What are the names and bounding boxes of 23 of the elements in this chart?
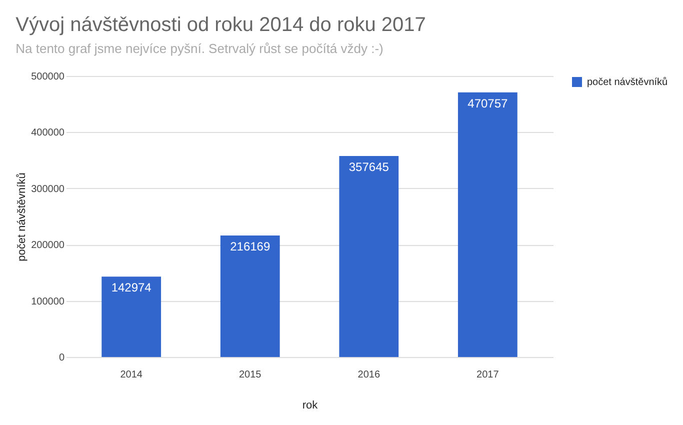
bar <box>339 156 399 357</box>
data-label: 357645 <box>348 160 390 174</box>
y-tick-label: 300000 <box>31 184 65 195</box>
data-label: 470757 <box>468 96 508 110</box>
x-tick-label: 2015 <box>238 370 262 380</box>
x-tick-label: 2016 <box>358 370 380 380</box>
data-label: 216169 <box>230 240 270 254</box>
y-tick-label: 100000 <box>31 296 65 308</box>
x-tick-label: 2017 <box>476 370 500 380</box>
bar <box>102 276 162 357</box>
chart-subtitle: Na tento graf jsme nejvíce pyšní. Setrvalý růst se počítá vždy :-) <box>16 41 384 56</box>
y-tick-label: 400000 <box>31 128 65 139</box>
x-tick-label: 2014 <box>120 370 143 380</box>
bar <box>458 92 518 357</box>
y-tick-label: 0 <box>58 352 65 364</box>
y-axis-title: počet návštěvníků <box>16 172 28 262</box>
y-tick-label: 500000 <box>31 72 65 82</box>
chart-title: Vývoj návštěvnosti od roku 2014 do roku 2017 <box>16 14 426 36</box>
y-tick-label: 200000 <box>31 240 65 252</box>
data-label: 142974 <box>111 280 152 295</box>
x-axis-title: rok <box>302 400 318 412</box>
bar <box>220 236 280 357</box>
legend-label: počet návštěvníků <box>587 76 668 88</box>
